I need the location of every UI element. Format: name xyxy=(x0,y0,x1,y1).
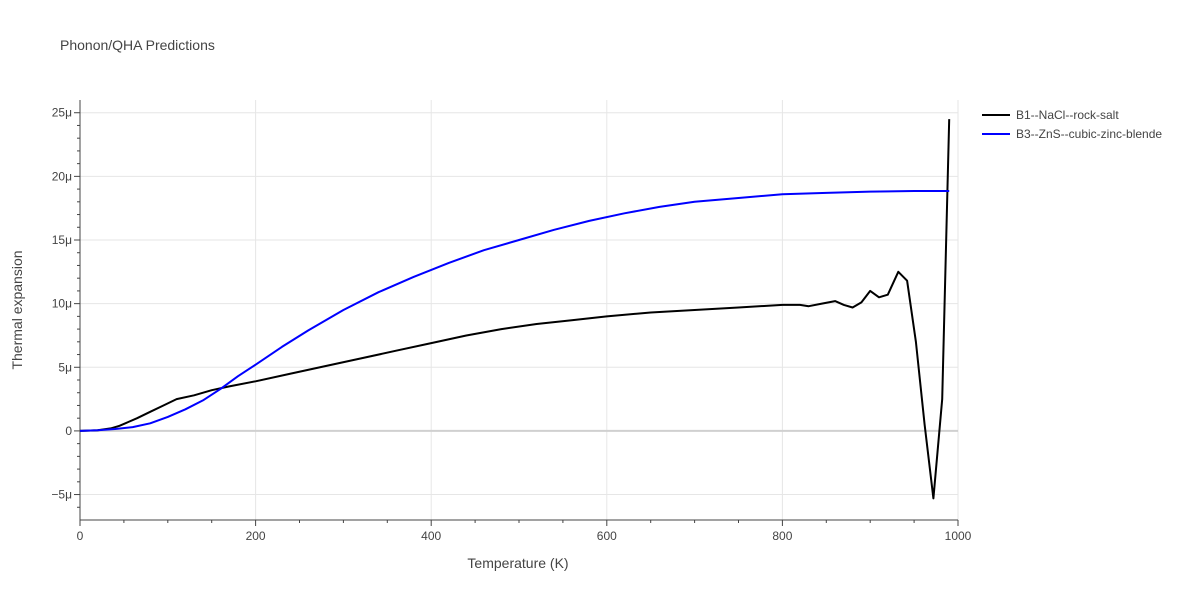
legend-label: B3--ZnS--cubic-zinc-blende xyxy=(1016,127,1162,141)
axes xyxy=(79,100,958,521)
x-tick-label: 800 xyxy=(772,529,792,543)
x-axis-ticks: 0 200 400 600 800 1000 xyxy=(77,520,972,543)
y-tick-label: 5μ xyxy=(58,360,72,374)
y-tick-label: 25μ xyxy=(52,106,72,120)
y-tick-label: 0 xyxy=(65,424,72,438)
y-tick-label: 15μ xyxy=(52,233,72,247)
legend[interactable]: B1--NaCl--rock-salt B3--ZnS--cubic-zinc-b… xyxy=(982,108,1162,141)
legend-item[interactable]: B3--ZnS--cubic-zinc-blende xyxy=(982,127,1162,141)
legend-item[interactable]: B1--NaCl--rock-salt xyxy=(982,108,1119,122)
legend-label: B1--NaCl--rock-salt xyxy=(1016,108,1119,122)
x-tick-label: 200 xyxy=(246,529,266,543)
series-lines xyxy=(79,119,951,500)
y-tick-label: 20μ xyxy=(52,169,72,183)
y-tick-label: −5μ xyxy=(51,488,72,502)
series-line-0 xyxy=(79,119,951,500)
x-tick-label: 600 xyxy=(597,529,617,543)
x-tick-label: 1000 xyxy=(945,529,972,543)
x-tick-label: 0 xyxy=(77,529,84,543)
y-axis-title: Thermal expansion xyxy=(9,250,25,369)
y-tick-label: 10μ xyxy=(52,297,72,311)
x-axis-title: Temperature (K) xyxy=(467,555,568,571)
y-axis-ticks: −5μ 0 5μ 10μ 15μ 20μ 25μ xyxy=(51,106,80,508)
x-tick-label: 400 xyxy=(421,529,441,543)
grid-lines xyxy=(80,100,959,520)
chart-title: Phonon/QHA Predictions xyxy=(60,37,215,53)
series-line-1 xyxy=(79,190,950,432)
